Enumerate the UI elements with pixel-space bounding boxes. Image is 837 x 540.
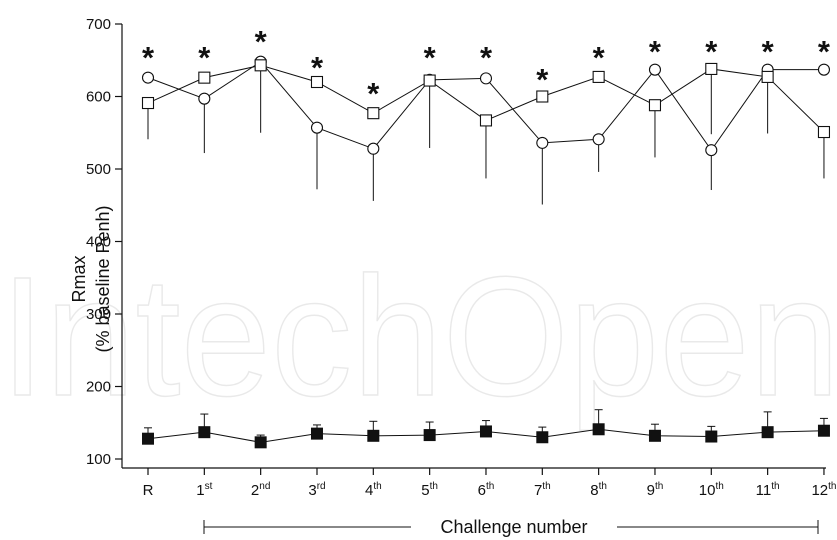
data-point — [310, 121, 324, 134]
data-point — [817, 424, 830, 437]
data-point — [592, 423, 605, 436]
data-point — [198, 92, 211, 105]
significance-star: * — [762, 34, 775, 69]
significance-star: * — [536, 62, 549, 97]
y-axis-title-line2: (% baseline Penh) — [93, 205, 113, 352]
x-tick-label: 3rd — [308, 481, 325, 499]
x-tick-label: 8th — [590, 481, 607, 499]
significance-star: * — [367, 76, 380, 111]
significance-markers: * * * * * * * * * * * * * — [142, 24, 831, 111]
watermark: IntechOpen — [0, 242, 837, 432]
x-tick-label: 4th — [365, 481, 382, 499]
significance-star: * — [424, 40, 437, 75]
y-tick-label: 400 — [86, 234, 111, 251]
x-tick-label: 12th — [811, 481, 836, 499]
series-filled-square — [142, 409, 830, 449]
data-point — [254, 59, 267, 72]
data-point — [705, 62, 718, 76]
significance-star: * — [593, 40, 606, 75]
x-tick-label: 5th — [421, 481, 438, 499]
x-tick-label: 11th — [756, 481, 780, 499]
x-tick-label: 2nd — [251, 481, 270, 499]
data-point — [705, 430, 718, 443]
significance-star: * — [705, 34, 718, 69]
data-point — [592, 133, 605, 146]
data-point — [817, 63, 831, 76]
y-tick-label: 200 — [86, 379, 111, 396]
data-point — [423, 429, 436, 442]
data-point — [479, 72, 493, 85]
data-point — [592, 70, 605, 83]
tick-labels: 100 200 300 400 500 600 700 R 1st 2nd 3rd 4th 5th 6th… — [86, 16, 837, 499]
x-tick-label: R — [143, 482, 154, 499]
y-axis-title-line1: Rmax — [69, 255, 89, 302]
series-layer — [141, 55, 831, 449]
y-tick-label: 700 — [86, 16, 111, 33]
data-point — [310, 427, 323, 440]
x-tick-label: 6th — [478, 481, 495, 499]
significance-star: * — [311, 50, 324, 85]
data-point — [198, 426, 211, 439]
data-point — [367, 107, 380, 120]
data-point — [761, 426, 774, 439]
data-point — [310, 75, 324, 89]
x-axis-title: Challenge number — [440, 517, 587, 537]
x-tick-label: 10th — [699, 481, 724, 499]
data-point — [142, 432, 154, 445]
data-point — [536, 136, 549, 149]
data-point — [141, 71, 155, 84]
y-tick-label: 500 — [86, 161, 111, 178]
significance-star: * — [649, 34, 662, 69]
x-axis-title-group: Challenge number — [203, 517, 819, 537]
significance-star: * — [818, 34, 831, 69]
y-tick-label: 100 — [86, 451, 111, 468]
axes — [115, 23, 826, 475]
data-point — [479, 114, 493, 127]
data-point — [198, 71, 211, 84]
x-tick-label: 7th — [534, 481, 551, 499]
y-tick-label: 300 — [86, 306, 111, 323]
data-point — [479, 425, 492, 438]
data-point — [536, 90, 549, 103]
data-point — [536, 431, 549, 444]
data-point — [648, 99, 662, 112]
data-point — [817, 125, 831, 139]
significance-star: * — [142, 40, 155, 75]
series-open-square — [141, 59, 831, 179]
y-tick-label: 600 — [86, 89, 111, 106]
data-point — [367, 429, 380, 442]
significance-star: * — [480, 40, 493, 75]
significance-star: * — [198, 40, 211, 75]
x-tick-label: 1st — [196, 481, 212, 499]
data-point — [761, 70, 774, 83]
data-point — [648, 429, 661, 442]
data-point — [648, 63, 662, 76]
data-point — [367, 142, 380, 155]
data-point — [141, 96, 155, 110]
data-point — [423, 74, 436, 87]
data-point — [254, 436, 267, 449]
data-point — [705, 144, 718, 157]
significance-star: * — [255, 24, 268, 59]
x-tick-label: 9th — [647, 481, 664, 499]
